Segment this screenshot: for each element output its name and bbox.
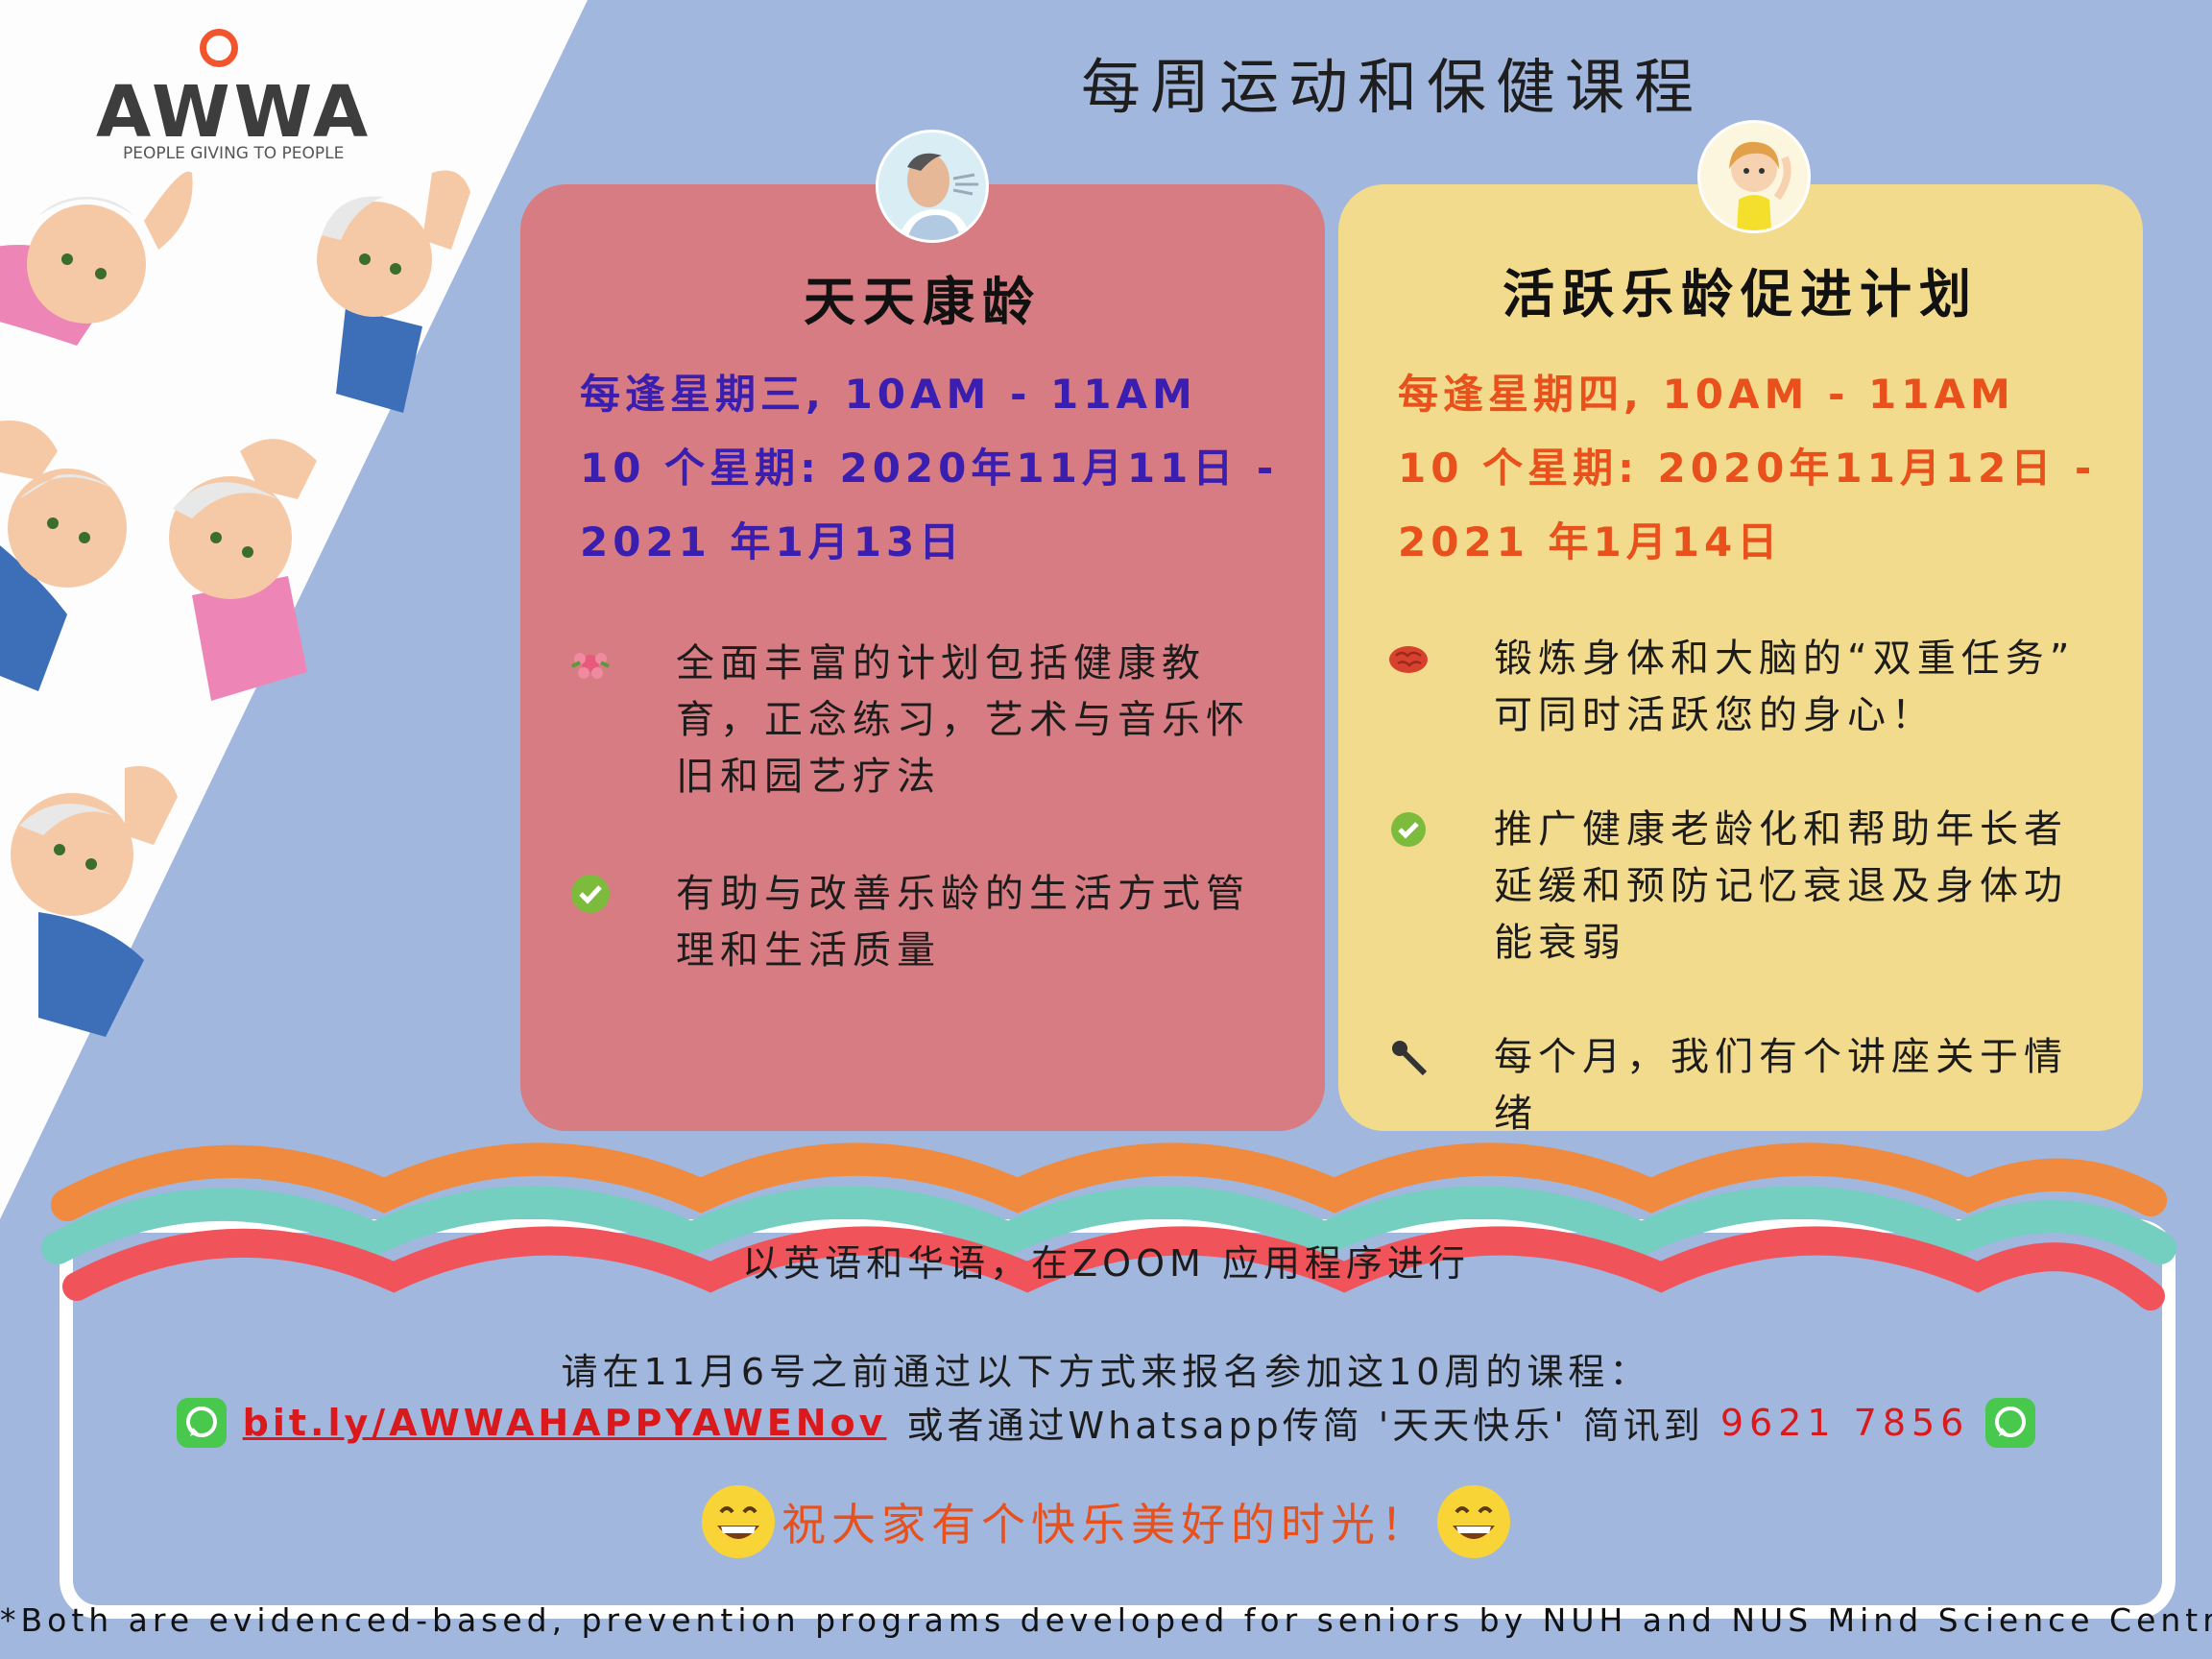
stretching-girl-avatar [1697,120,1811,233]
logo-tagline: PEOPLE GIVING TO PEOPLE [123,144,345,163]
senior-illustration-3 [0,421,127,691]
whatsapp-instruction: 或者通过Whatsapp传简 '天天快乐' 简讯到 [906,1405,1704,1447]
registration-deadline: 请在11月6号之前通过以下方式来报名参加这10周的课程： [561,1351,1651,1393]
check-icon [571,875,610,913]
program-card-left: 天天康龄 每逢星期三, 10AM - 11AM 10 个星期: 2020年11月… [520,184,1325,1131]
brain-icon [1389,646,1428,673]
senior-illustration-2 [317,170,470,413]
flower-icon [571,653,610,679]
smiley-icon [1437,1485,1511,1558]
schedule-line: 2021 年1月13日 [580,518,965,565]
card-title: 天天康龄 [804,272,1042,332]
brush-stroke-overlay [41,1142,2176,1310]
language-note: 以英语和华语，在ZOOM 应用程序进行 [742,1242,1470,1285]
card-schedule: 每逢星期三, 10AM - 11AM 10 个星期: 2020年11月11日 -… [580,357,1310,579]
schedule-line: 10 个星期: 2020年11月12日 - [1398,445,2097,492]
schedule-line: 10 个星期: 2020年11月11日 - [580,445,1279,492]
smiley-icon [701,1485,775,1558]
schedule-line: 每逢星期三, 10AM - 11AM [580,371,1197,418]
card-point-text: 全面丰富的计划包括健康教育，正念练习，艺术与音乐怀旧和园艺疗法 [676,641,1250,799]
schedule-line: 每逢星期四, 10AM - 11AM [1398,371,2015,418]
breathing-man-avatar [876,130,989,243]
awwa-logo: AWWA PEOPLE GIVING TO PEOPLE [96,27,368,171]
senior-illustration-4 [169,439,317,701]
wish-text: 祝大家有个快乐美好的时光！ [781,1499,1431,1551]
stretching-girl-icon [1729,141,1791,230]
check-icon [1391,812,1426,847]
microphone-icon [1392,1041,1428,1076]
registration-contact-row: bit.ly/AWWAHAPPYAWENov 或者通过Whatsapp传简 '天… [0,1396,2212,1454]
registration-link[interactable]: bit.ly/AWWAHAPPYAWENov [242,1401,887,1444]
logo-ring-icon [200,29,238,67]
card-point-text: 有助与改善乐龄的生活方式管理和生活质量 [676,872,1250,973]
senior-illustration-1 [0,171,193,346]
card-point-text: 推广健康老龄化和帮助年长者延缓和预防记忆衰退及身体功能衰弱 [1494,807,2068,965]
whatsapp-icon [176,1397,227,1448]
schedule-line: 2021 年1月14日 [1398,518,1783,565]
phone-number[interactable]: 9621 7856 [1719,1401,1970,1444]
senior-illustration-5 [11,766,178,1037]
card-point-text: 锻炼身体和大脑的“双重任务” 可同时活跃您的身心！ [1494,637,2076,737]
whatsapp-icon [1985,1397,2036,1448]
footnote: *Both are evidenced-based, prevention pr… [0,1601,2212,1639]
registration-box [60,1219,2176,1619]
card-schedule: 每逢星期四, 10AM - 11AM 10 个星期: 2020年11月12日 -… [1398,357,2128,579]
closing-wish: 祝大家有个快乐美好的时光！ [0,1483,2212,1570]
card-title: 活跃乐龄促进计划 [1503,264,1979,325]
logo-wordmark: AWWA [96,71,373,154]
program-card-right: 活跃乐龄促进计划 每逢星期四, 10AM - 11AM 10 个星期: 2020… [1338,184,2143,1136]
page-title: 每周运动和保健课程 [1080,52,1703,122]
card-point-text: 每个月，我们有个讲座关于情绪 [1494,1035,2068,1136]
breathing-man-icon [898,153,978,240]
